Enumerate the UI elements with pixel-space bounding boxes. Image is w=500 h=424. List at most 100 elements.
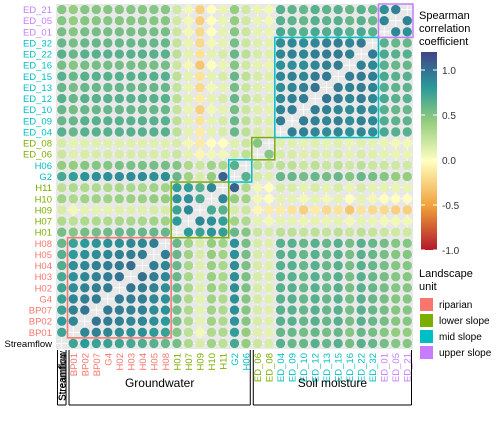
correlation-point <box>229 4 240 15</box>
x-tick-label: ED_09 <box>288 353 299 382</box>
correlation-point <box>183 4 194 15</box>
correlation-point <box>287 4 297 15</box>
correlation-point <box>172 260 182 271</box>
correlation-point <box>160 149 171 159</box>
correlation-point <box>241 271 251 282</box>
colorbar-tick-label: 1.0 <box>442 66 456 77</box>
correlation-point <box>229 38 240 48</box>
correlation-point <box>379 105 389 115</box>
correlation-point <box>126 260 136 271</box>
y-tick-label: ED_12 <box>23 94 52 105</box>
correlation-point <box>126 305 136 315</box>
correlation-point <box>368 305 378 315</box>
x-tick-label: BP02 <box>80 353 91 376</box>
correlation-point <box>137 227 148 237</box>
correlation-point <box>391 4 401 15</box>
correlation-point <box>298 171 309 182</box>
correlation-point <box>252 160 263 171</box>
x-tick-label: H04 <box>138 353 149 370</box>
correlation-point <box>321 338 332 349</box>
correlation-point <box>368 338 378 349</box>
correlation-point <box>344 27 355 37</box>
correlation-point <box>310 116 320 126</box>
correlation-point <box>264 27 274 37</box>
correlation-point <box>402 249 412 260</box>
correlation-point <box>310 205 320 215</box>
correlation-point <box>252 249 263 260</box>
correlation-point <box>241 260 251 271</box>
correlation-point <box>91 149 101 159</box>
correlation-point <box>298 182 309 193</box>
correlation-point <box>114 82 125 93</box>
correlation-point <box>183 305 194 315</box>
correlation-point <box>218 238 228 248</box>
correlation-point <box>264 238 274 248</box>
correlation-point <box>103 171 113 182</box>
correlation-point <box>80 338 90 349</box>
correlation-point <box>160 216 171 226</box>
correlation-point <box>402 149 412 159</box>
x-tick-label: H11 <box>218 353 229 370</box>
correlation-point <box>402 27 412 37</box>
correlation-point <box>344 116 355 126</box>
correlation-point <box>126 227 136 237</box>
correlation-point <box>68 38 78 48</box>
correlation-point <box>137 271 148 282</box>
correlation-point <box>241 16 251 26</box>
correlation-point <box>402 105 412 115</box>
correlation-point <box>91 316 101 326</box>
correlation-point <box>264 271 274 282</box>
correlation-point <box>183 38 194 48</box>
correlation-point <box>229 82 240 93</box>
correlation-point <box>321 4 332 15</box>
x-tick-label: ED_22 <box>357 353 368 382</box>
correlation-point <box>229 216 240 226</box>
correlation-point <box>333 271 343 282</box>
correlation-point <box>333 27 343 37</box>
correlation-point <box>80 71 90 82</box>
correlation-point <box>298 116 309 126</box>
correlation-point <box>57 205 67 215</box>
correlation-point <box>80 238 90 248</box>
correlation-point <box>368 194 378 204</box>
correlation-point <box>114 260 125 271</box>
correlation-point <box>321 260 332 271</box>
y-tick-label: ED_04 <box>23 127 52 138</box>
correlation-point <box>137 138 148 148</box>
y-tick-label: G4 <box>39 294 52 305</box>
x-tick-label: ED_21 <box>403 353 414 382</box>
correlation-point <box>252 305 263 315</box>
correlation-point <box>241 283 251 293</box>
correlation-point <box>206 294 217 304</box>
correlation-point <box>195 71 205 82</box>
correlation-point <box>160 171 171 182</box>
correlation-point <box>402 127 412 137</box>
correlation-point <box>321 171 332 182</box>
correlation-point <box>160 294 171 304</box>
correlation-point <box>379 160 389 171</box>
correlation-point <box>218 249 228 260</box>
x-tick-label: H08 <box>161 353 172 370</box>
correlation-point <box>91 294 101 304</box>
correlation-point <box>344 294 355 304</box>
y-tick-label: H10 <box>35 194 52 205</box>
correlation-point <box>298 205 309 215</box>
correlation-point <box>149 4 159 15</box>
correlation-point <box>160 305 171 315</box>
correlation-point <box>241 4 251 15</box>
correlation-point <box>241 82 251 93</box>
correlation-point <box>126 105 136 115</box>
correlation-point <box>137 338 148 349</box>
correlation-point <box>160 82 171 93</box>
x-tick-label: ED_32 <box>368 353 379 382</box>
correlation-point <box>68 227 78 237</box>
correlation-point <box>126 327 136 337</box>
correlation-point <box>391 171 401 182</box>
correlation-point <box>114 49 125 59</box>
correlation-point <box>114 71 125 82</box>
correlation-point <box>80 294 90 304</box>
x-tick-label: ED_04 <box>276 353 287 382</box>
colorbar-title: Spearman <box>419 10 470 22</box>
y-tick-label: ED_13 <box>23 83 52 94</box>
